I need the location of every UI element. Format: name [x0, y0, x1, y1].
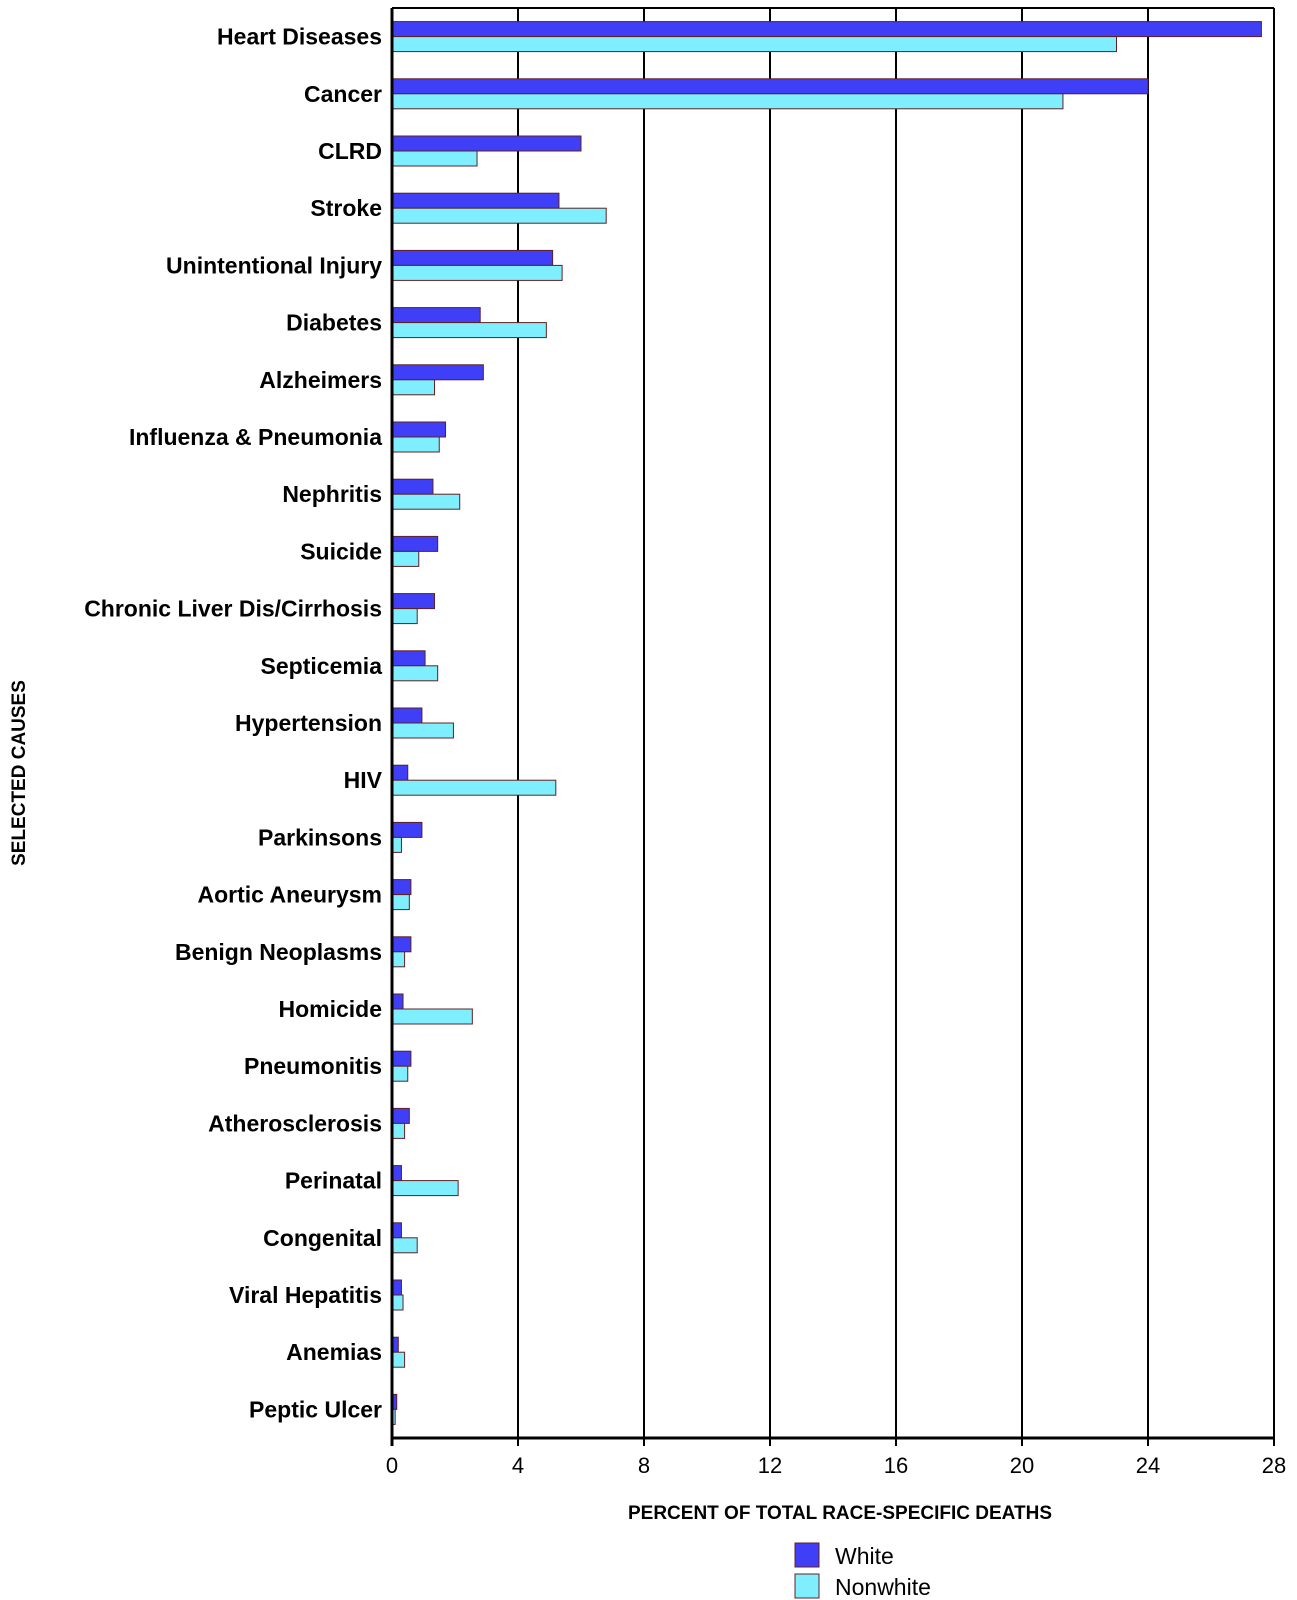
bar-nonwhite-1 [391, 93, 1064, 110]
bar-white-1 [391, 78, 1149, 95]
bar-white-5 [391, 307, 481, 324]
legend-label-nonwhite: Nonwhite [835, 1574, 931, 1600]
bar-white-15 [391, 879, 412, 896]
bar-white-4 [391, 249, 554, 266]
bar-nonwhite-23 [391, 1351, 406, 1368]
bar-nonwhite-0 [391, 36, 1117, 53]
x-axis-title: PERCENT OF TOTAL RACE-SPECIFIC DEATHS [628, 1503, 1052, 1524]
x-tick-label: 28 [1262, 1453, 1286, 1478]
bar-nonwhite-22 [391, 1294, 404, 1311]
bar-white-17 [391, 993, 404, 1010]
bar-nonwhite-20 [391, 1180, 459, 1197]
x-tick-label: 24 [1136, 1453, 1160, 1478]
x-tick-label: 4 [512, 1453, 524, 1478]
bar-nonwhite-12 [391, 722, 454, 739]
bar-white-7 [391, 421, 447, 438]
bar-nonwhite-16 [391, 951, 406, 968]
category-label: Congenital [263, 1225, 382, 1251]
category-label: Homicide [278, 996, 382, 1022]
y-axis-title: SELECTED CAUSES [9, 680, 30, 866]
bar-nonwhite-8 [391, 493, 461, 510]
bar-white-12 [391, 707, 423, 724]
bar-white-0 [391, 21, 1262, 38]
bar-white-11 [391, 650, 426, 667]
bar-nonwhite-2 [391, 150, 478, 167]
bar-nonwhite-13 [391, 779, 557, 796]
x-tick-label: 8 [638, 1453, 650, 1478]
bar-white-8 [391, 478, 434, 495]
bar-nonwhite-19 [391, 1122, 406, 1139]
legend-swatch-nonwhite [794, 1573, 820, 1599]
category-label: Unintentional Injury [166, 252, 382, 278]
bar-nonwhite-21 [391, 1237, 418, 1254]
category-label: Benign Neoplasms [175, 939, 382, 965]
legend-swatch-white [794, 1542, 820, 1568]
bar-white-19 [391, 1107, 410, 1124]
category-label: HIV [344, 767, 383, 793]
bar-white-3 [391, 192, 560, 209]
category-label: Peptic Ulcer [249, 1396, 382, 1422]
x-tick-label: 0 [386, 1453, 398, 1478]
category-label: Cancer [304, 81, 382, 107]
category-label: Suicide [300, 538, 382, 564]
category-label: CLRD [318, 138, 382, 164]
category-label: Heart Diseases [217, 24, 382, 50]
bar-white-18 [391, 1050, 412, 1067]
bar-nonwhite-3 [391, 207, 607, 224]
category-label: Hypertension [235, 710, 382, 736]
category-label: Aortic Aneurysm [198, 882, 382, 908]
category-label: Stroke [310, 195, 382, 221]
category-label: Anemias [286, 1339, 382, 1365]
bar-white-14 [391, 821, 423, 838]
category-label: Pneumonitis [244, 1053, 382, 1079]
bar-nonwhite-4 [391, 264, 563, 281]
bar-white-2 [391, 135, 582, 152]
bar-white-13 [391, 764, 409, 781]
bar-nonwhite-7 [391, 436, 440, 453]
category-label: Parkinsons [258, 824, 382, 850]
bar-white-9 [391, 535, 439, 552]
x-tick-label: 12 [758, 1453, 782, 1478]
category-label: Perinatal [285, 1168, 382, 1194]
bar-white-10 [391, 593, 436, 610]
category-label: Septicemia [261, 653, 383, 679]
bar-white-6 [391, 364, 484, 381]
bar-nonwhite-18 [391, 1065, 409, 1082]
bar-nonwhite-6 [391, 379, 436, 396]
category-label: Influenza & Pneumonia [129, 424, 382, 450]
category-label: Atherosclerosis [208, 1110, 382, 1136]
bar-nonwhite-9 [391, 550, 420, 567]
bar-nonwhite-17 [391, 1008, 473, 1025]
bar-nonwhite-11 [391, 665, 439, 682]
category-label: Nephritis [282, 481, 382, 507]
category-label: Alzheimers [259, 367, 382, 393]
bar-nonwhite-5 [391, 322, 547, 339]
category-label: Chronic Liver Dis/Cirrhosis [84, 596, 382, 622]
bar-nonwhite-15 [391, 894, 410, 911]
x-tick-label: 16 [884, 1453, 908, 1478]
x-tick-label: 20 [1010, 1453, 1034, 1478]
legend-label-white: White [835, 1543, 894, 1569]
category-label: Diabetes [286, 310, 382, 336]
category-label: Viral Hepatitis [229, 1282, 382, 1308]
bar-white-16 [391, 936, 412, 953]
bar-nonwhite-10 [391, 608, 418, 625]
